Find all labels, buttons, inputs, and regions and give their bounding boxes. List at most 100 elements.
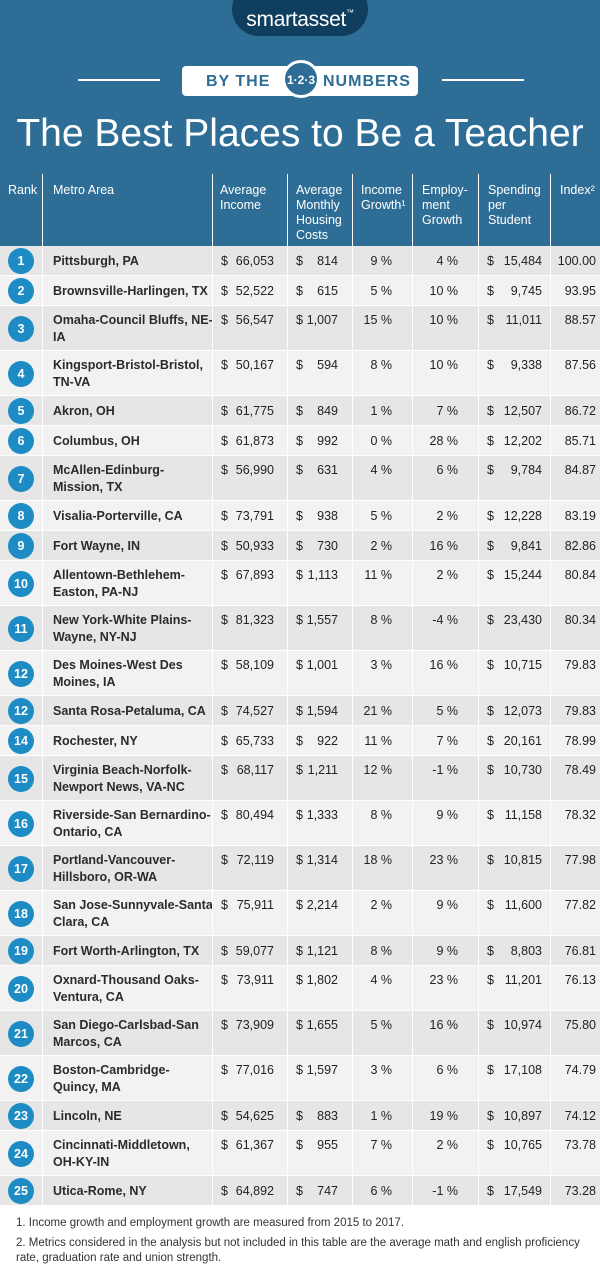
index-score: 73.28 <box>564 1184 596 1198</box>
spending-per-student: 23,430 <box>503 613 542 627</box>
currency-symbol: $ <box>221 763 228 777</box>
currency-symbol: $ <box>487 568 494 582</box>
average-income: 56,990 <box>235 463 274 477</box>
employment-growth: -4 % <box>432 613 458 627</box>
index-score: 88.57 <box>564 313 596 327</box>
currency-symbol: $ <box>221 658 228 672</box>
footnote-1: 1. Income growth and employment growth a… <box>16 1217 405 1229</box>
currency-symbol: $ <box>296 1018 303 1032</box>
spending-per-student: 11,011 <box>505 313 542 327</box>
income-growth: 1 % <box>370 1109 392 1123</box>
index-score: 79.83 <box>564 658 596 672</box>
currency-symbol: $ <box>296 763 303 777</box>
spending-per-student: 10,815 <box>503 853 542 867</box>
average-income: 72,119 <box>236 853 274 867</box>
index-score: 100.00 <box>557 254 596 268</box>
housing-cost: 594 <box>317 358 338 372</box>
currency-symbol: $ <box>487 1138 494 1152</box>
employment-growth: 16 % <box>429 658 459 672</box>
table-row: 7 McAllen-Edinburg-Mission, TX $56,990 $631… <box>0 456 600 501</box>
currency-symbol: $ <box>487 973 494 987</box>
employment-growth: 23 % <box>429 973 459 987</box>
spending-per-student: 10,715 <box>503 658 542 672</box>
rank-badge: 18 <box>8 901 34 927</box>
col-header-housing: Average Monthly Housing Costs <box>296 183 343 242</box>
currency-symbol: $ <box>221 313 228 327</box>
table-row: 9 Fort Wayne, IN $50,933 $730 2 % 16 % $9,841 8… <box>0 531 600 561</box>
income-growth: 8 % <box>370 944 392 958</box>
index-score: 79.83 <box>564 704 596 718</box>
metro-area: Fort Worth-Arlington, TX <box>53 944 200 958</box>
column-separator <box>42 174 43 1206</box>
rank-badge: 3 <box>8 316 34 342</box>
table-row: 22 Boston-Cambridge-Quincy, MA $77,016 $1,5… <box>0 1056 600 1101</box>
housing-cost: 631 <box>317 463 338 477</box>
table-row: 15 Virginia Beach-Norfolk-Newport News, V… <box>0 756 600 801</box>
average-income: 50,167 <box>235 358 274 372</box>
column-separator <box>352 174 353 1206</box>
employment-growth: 2 % <box>436 568 458 582</box>
housing-cost: 2,214 <box>306 898 338 912</box>
banner-right-text: NUMBERS <box>323 73 411 90</box>
footnote-2: 2. Metrics considered in the analysis bu… <box>16 1237 580 1264</box>
currency-symbol: $ <box>487 1109 494 1123</box>
metro-area: Santa Rosa-Petaluma, CA <box>53 704 206 718</box>
currency-symbol: $ <box>296 808 303 822</box>
income-growth: 0 % <box>370 434 392 448</box>
col-header-rank: Rank <box>8 183 38 197</box>
currency-symbol: $ <box>221 434 228 448</box>
average-income: 81,323 <box>235 613 274 627</box>
income-growth: 15 % <box>363 313 393 327</box>
metro-area: Visalia-Porterville, CA <box>53 509 183 523</box>
currency-symbol: $ <box>296 613 303 627</box>
income-growth: 5 % <box>370 1018 392 1032</box>
logo-pill <box>232 0 368 36</box>
table-row: 3 Omaha-Council Bluffs, NE-IA $56,547 $1,00… <box>0 306 600 351</box>
smartasset-logo[interactable]: smartasset™ <box>246 8 354 31</box>
spending-per-student: 8,803 <box>510 944 542 958</box>
metro-area: Pittsburgh, PA <box>53 254 139 268</box>
currency-symbol: $ <box>221 734 228 748</box>
currency-symbol: $ <box>487 734 494 748</box>
currency-symbol: $ <box>221 509 228 523</box>
table-row: 20 Oxnard-Thousand Oaks-Ventura, CA $73,91… <box>0 966 600 1011</box>
table-row: 17 Portland-Vancouver-Hillsboro, OR-WA $72… <box>0 846 600 891</box>
spending-per-student: 9,745 <box>510 284 542 298</box>
metro-area: Fort Wayne, IN <box>53 539 141 553</box>
currency-symbol: $ <box>487 853 494 867</box>
currency-symbol: $ <box>487 313 494 327</box>
rank-badge: 9 <box>8 533 34 559</box>
metro-area: Allentown-Bethlehem-Easton, PA-NJ <box>53 568 185 599</box>
rank-badge: 24 <box>8 1141 34 1167</box>
income-growth: 9 % <box>370 254 392 268</box>
income-growth: 4 % <box>370 973 392 987</box>
rank-badge: 16 <box>8 811 34 837</box>
income-growth: 8 % <box>370 808 392 822</box>
currency-symbol: $ <box>296 944 303 958</box>
column-separator <box>287 174 288 1206</box>
index-score: 84.87 <box>564 463 596 477</box>
income-growth: 7 % <box>370 1138 392 1152</box>
spending-per-student: 20,161 <box>503 734 542 748</box>
spending-per-student: 9,841 <box>510 539 542 553</box>
divider-left <box>78 79 160 81</box>
average-income: 61,367 <box>235 1138 274 1152</box>
spending-per-student: 17,108 <box>503 1063 542 1077</box>
income-growth: 11 % <box>364 568 392 582</box>
housing-cost: 1,113 <box>307 568 338 582</box>
currency-symbol: $ <box>487 539 494 553</box>
currency-symbol: $ <box>296 434 303 448</box>
table-row: 25 Utica-Rome, NY $64,892 $747 6 % -1 % $17,54… <box>0 1176 600 1206</box>
rank-badge: 8 <box>8 503 34 529</box>
currency-symbol: $ <box>221 254 228 268</box>
income-growth: 4 % <box>370 463 392 477</box>
spending-per-student: 11,158 <box>504 808 542 822</box>
currency-symbol: $ <box>487 613 494 627</box>
currency-symbol: $ <box>221 1138 228 1152</box>
currency-symbol: $ <box>296 358 303 372</box>
rank-badge: 21 <box>8 1021 34 1047</box>
spending-per-student: 10,974 <box>503 1018 542 1032</box>
average-income: 74,527 <box>235 704 274 718</box>
rank-badge: 6 <box>8 428 34 454</box>
banner-left-text: BY THE <box>206 73 271 90</box>
